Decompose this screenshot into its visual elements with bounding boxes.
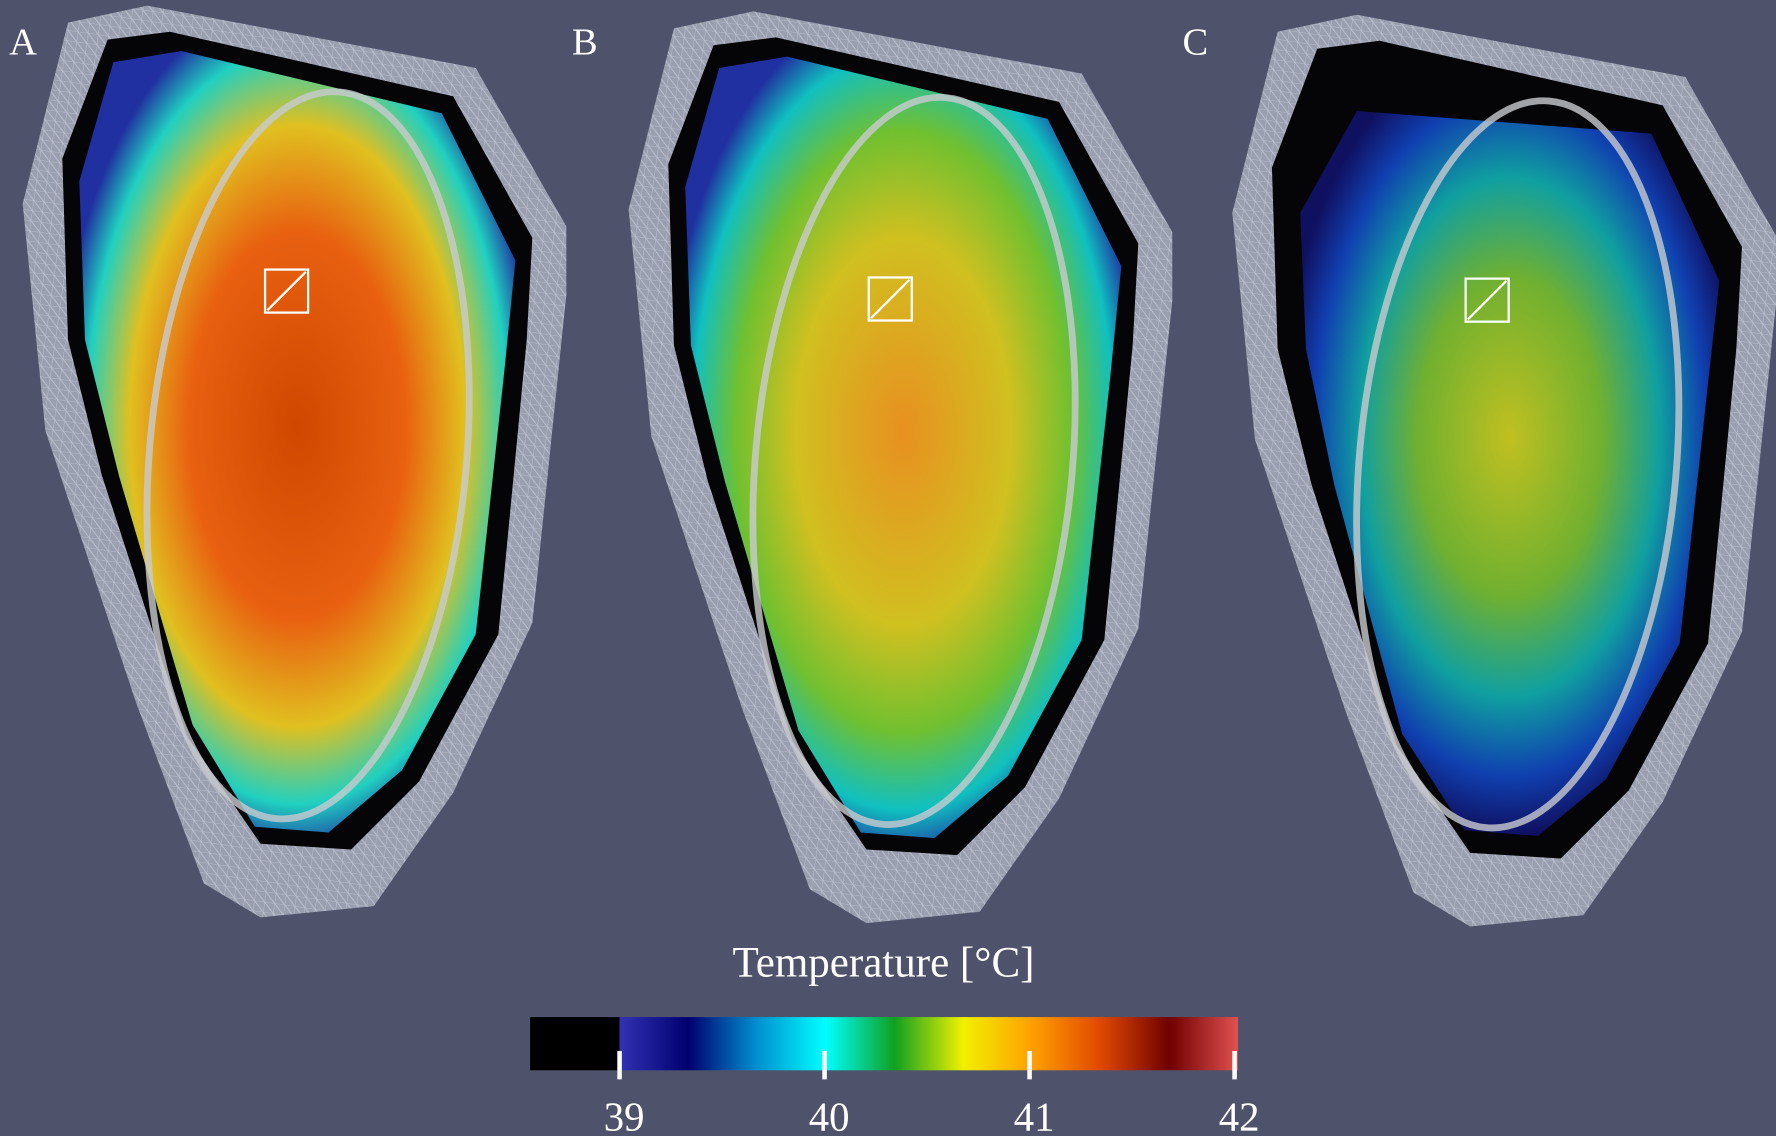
applicator-ring	[143, 88, 473, 823]
applicator-ring	[749, 93, 1079, 828]
panel-label: A	[9, 21, 37, 63]
probe-marker	[1464, 277, 1510, 323]
tick-label: 41	[1014, 1094, 1055, 1136]
tissue	[685, 56, 1122, 839]
probe-marker-diagonal	[266, 271, 307, 312]
panel-c	[1232, 14, 1776, 927]
tissue	[79, 50, 516, 833]
probe-marker-diagonal	[1467, 280, 1508, 321]
panel-label: C	[1182, 21, 1208, 63]
colorbar-title: Temperature [°C]	[732, 939, 1034, 986]
colorbar-below-range	[530, 1017, 620, 1071]
panel-label: B	[572, 21, 598, 63]
panel-b	[628, 11, 1173, 924]
tick-label: 39	[604, 1094, 645, 1136]
tissue	[1300, 110, 1720, 836]
panel-a: A	[9, 5, 567, 918]
tick-label: 40	[809, 1094, 850, 1136]
probe-marker	[263, 268, 310, 314]
tick-label: 42	[1219, 1094, 1260, 1136]
probe-marker-diagonal	[870, 278, 911, 320]
applicator-ring	[1353, 97, 1683, 832]
colorbar	[619, 1017, 1238, 1071]
probe-marker	[867, 276, 913, 322]
